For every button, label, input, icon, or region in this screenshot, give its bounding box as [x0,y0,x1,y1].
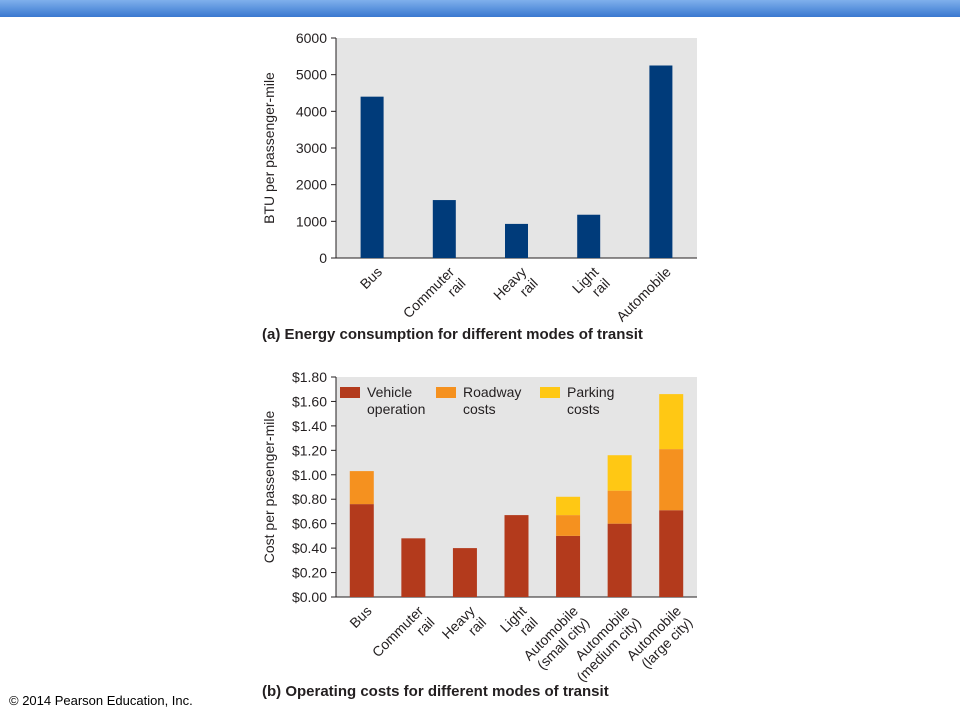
bar-segment [659,510,684,597]
x-tick-label: Commuterrail [369,602,438,671]
y-tick-label: $1.60 [292,393,327,409]
slide-top-bar [0,0,960,17]
copyright-notice: © 2014 Pearson Education, Inc. [9,693,193,708]
x-tick-label: Automobile(large city) [623,602,695,674]
bar-segment [401,538,426,597]
bar [432,200,456,258]
bar-segment [659,394,684,450]
legend-label: costs [463,401,496,417]
y-tick-label: $0.80 [292,491,327,507]
y-tick-label: $1.40 [292,418,327,434]
bar-segment [556,535,581,597]
y-tick-label: 6000 [296,30,327,46]
y-tick-label: 2000 [296,177,327,193]
y-tick-label: $0.40 [292,540,327,556]
y-tick-label: $1.20 [292,442,327,458]
bar-segment [452,548,477,597]
legend-label: Roadway [463,384,521,400]
legend-swatch [340,387,360,398]
chart-caption: (a) Energy consumption for different mod… [262,326,643,343]
legend-label: costs [567,401,600,417]
legend-label: operation [367,401,425,417]
y-tick-label: 4000 [296,103,327,119]
bar [505,223,528,258]
energy-consumption-chart: 6000 5000 4000 3000 2000 1000 0 BTU per passeng… [261,30,697,343]
x-tick-label: Automobile [613,263,674,324]
bar [360,96,384,259]
bar-segment [504,515,529,597]
bar-segment [349,471,374,505]
bar-segment [556,515,581,536]
legend-swatch [540,387,560,398]
legend-label: Parking [567,384,614,400]
operating-costs-chart: $1.80 $1.60 $1.40 $1.20 $1.00 $0.80 $0.60 $0.40… [261,369,697,700]
bar [649,65,673,258]
x-tick-label: Heavyrail [490,264,541,315]
x-tick-label-line: Automobile [613,263,674,324]
y-tick-label: 0 [319,250,327,266]
bar [577,214,601,258]
y-tick-label: 5000 [296,67,327,83]
y-tick-label: $1.00 [292,467,327,483]
legend-swatch [436,387,456,398]
y-tick-label: $0.20 [292,565,327,581]
chart-caption: (b) Operating costs for different modes … [262,683,609,700]
y-axis-label: Cost per passenger-mile [261,411,277,564]
x-tick-label: Heavyrail [439,603,490,654]
bar-segment [607,523,632,597]
legend-label: Vehicle [367,384,412,400]
bar-segment [607,490,632,524]
x-tick-label-line: Bus [346,603,374,631]
x-tick-label: Bus [346,603,374,631]
y-axis-label: BTU per passenger-mile [261,72,277,224]
bar-segment [607,455,632,491]
x-tick-label-line: Bus [357,264,385,292]
x-tick-label: Commuterrail [400,263,469,332]
y-tick-label: $0.60 [292,516,327,532]
bar-segment [349,504,374,597]
y-tick-label: 3000 [296,140,327,156]
plot-area [336,38,697,258]
y-tick-label: 1000 [296,213,327,229]
x-tick-label: Bus [357,264,385,292]
bar-segment [659,449,684,511]
bar-segment [556,496,581,516]
x-tick-label: Lightrail [569,264,613,308]
y-tick-label: $0.00 [292,589,327,605]
y-tick-label: $1.80 [292,369,327,385]
